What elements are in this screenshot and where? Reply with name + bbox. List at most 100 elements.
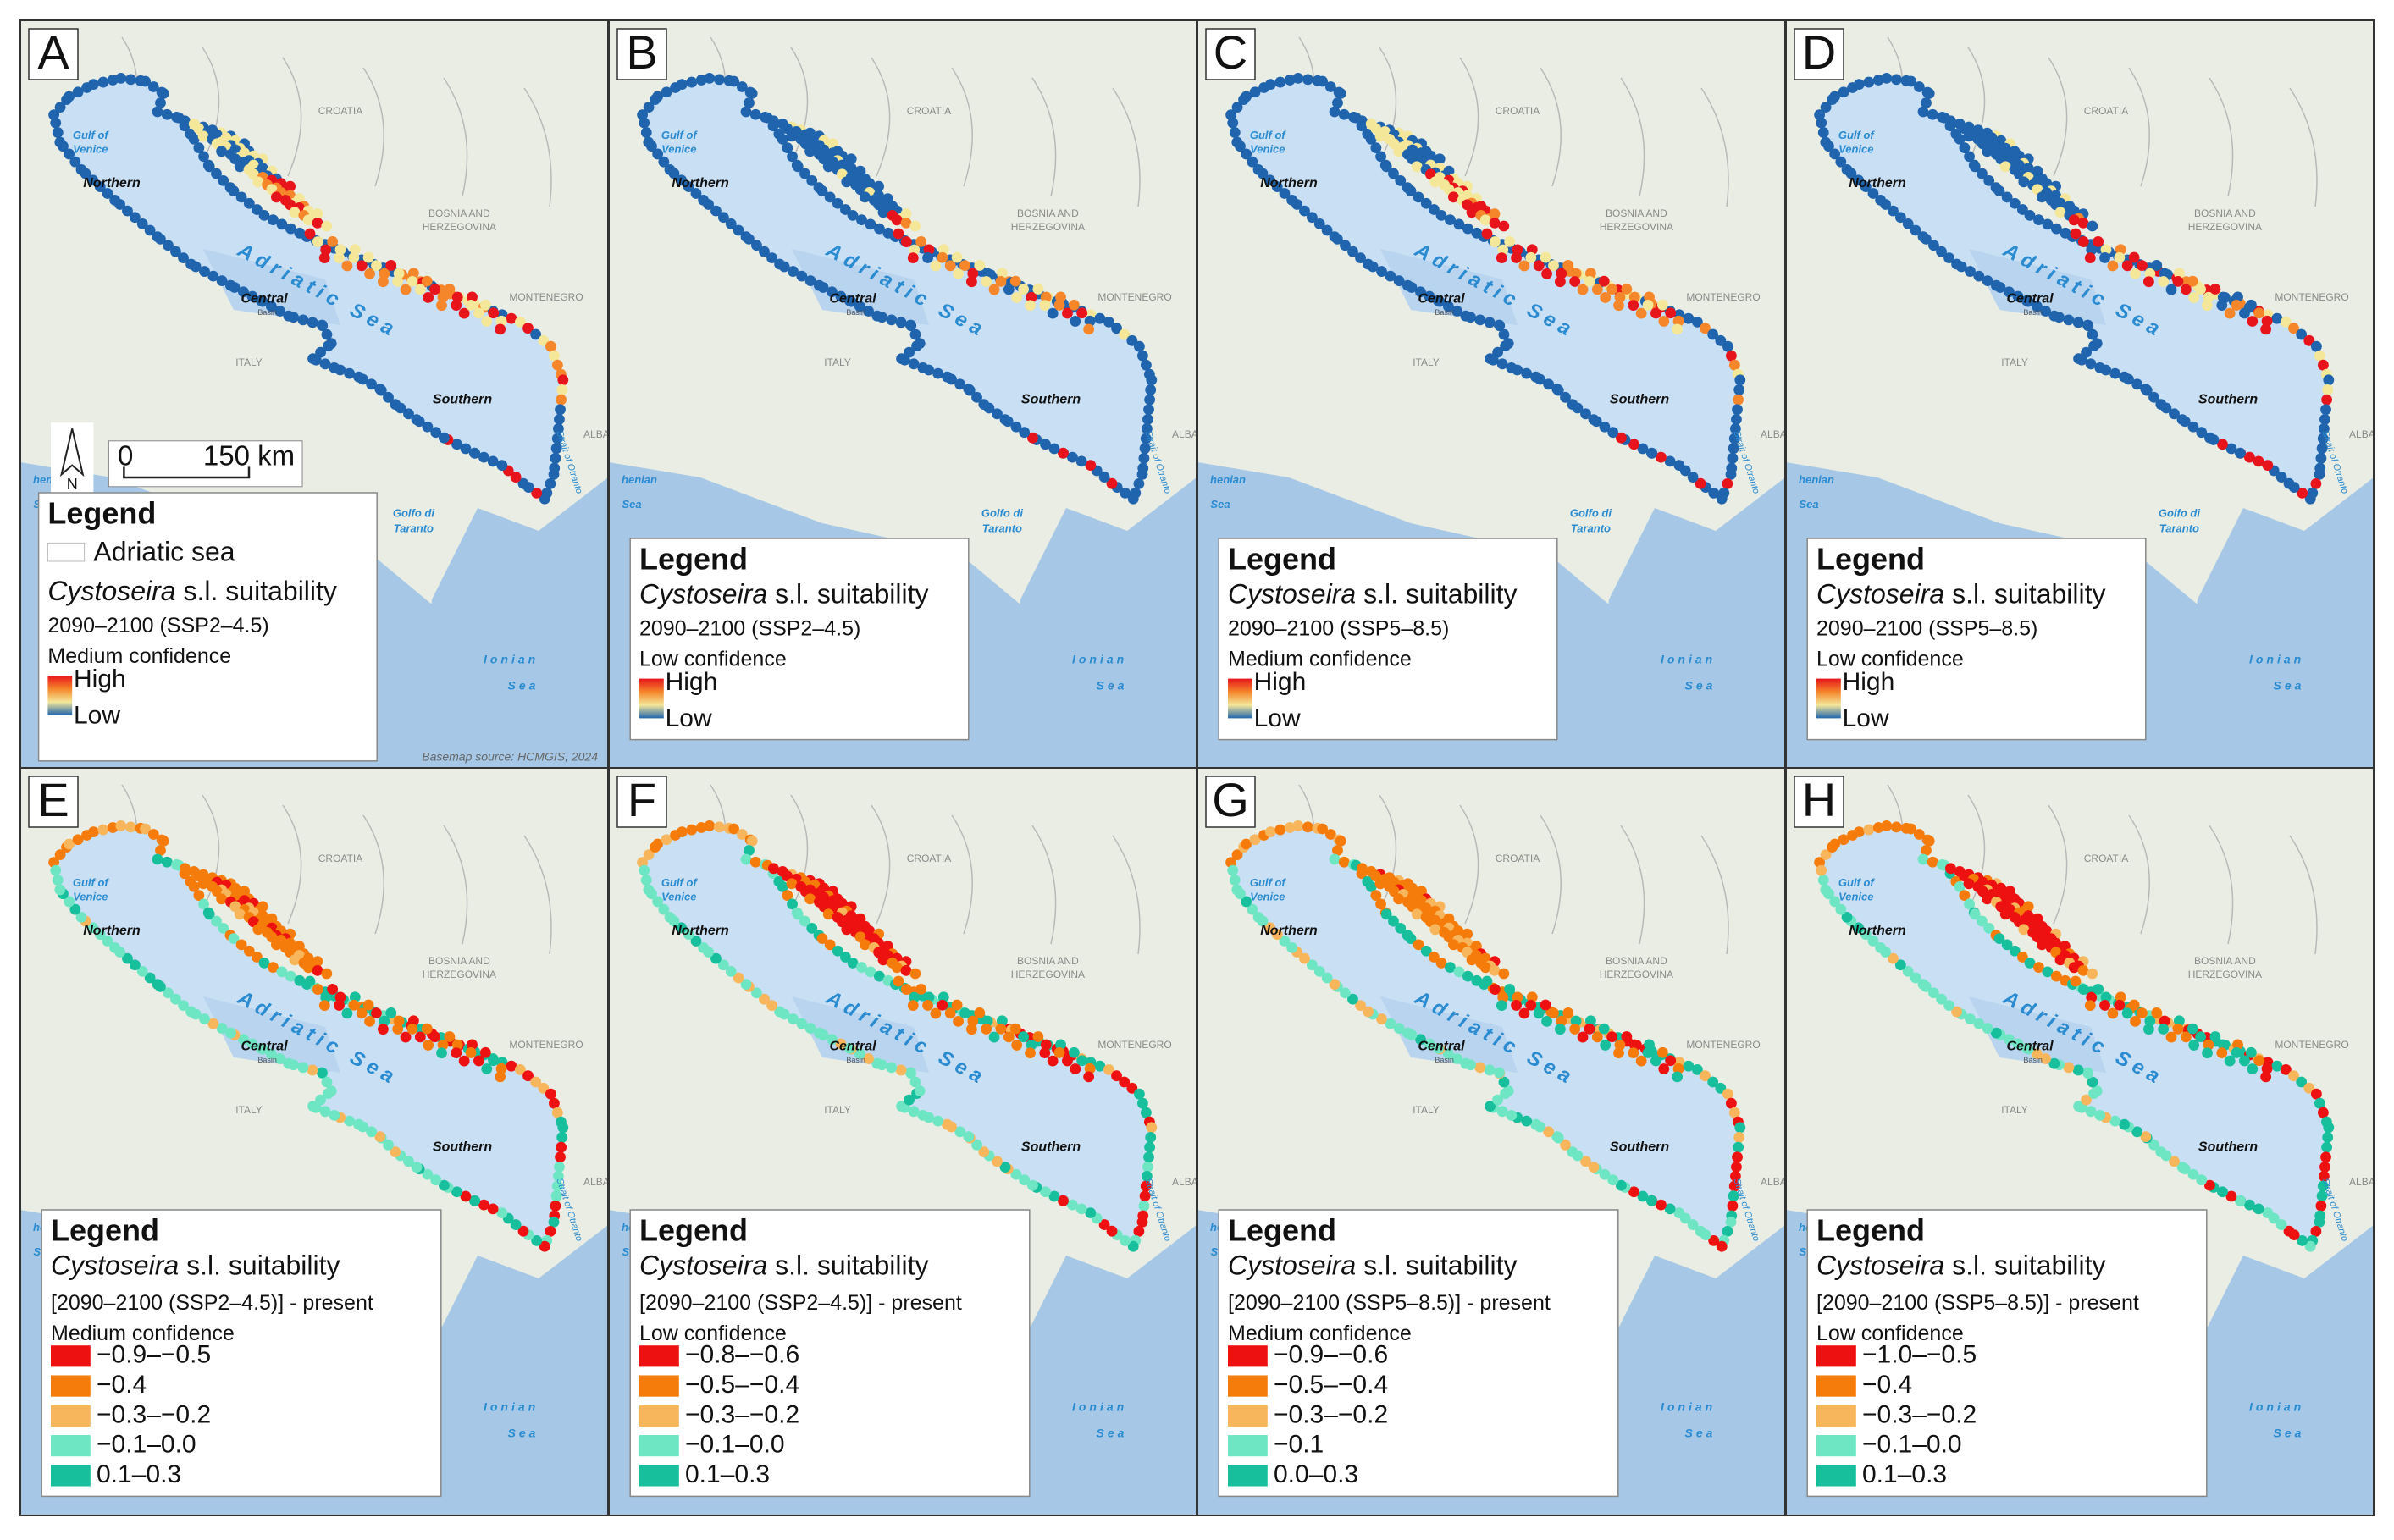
coast-cell	[1616, 432, 1627, 444]
island-cell	[1628, 1047, 1639, 1058]
island-cell	[2172, 1023, 2184, 1035]
island-cell	[437, 291, 449, 303]
coast-cell	[87, 174, 99, 186]
coast-cell	[2031, 1048, 2043, 1060]
coast-cell	[1075, 1203, 1087, 1215]
coast-cell	[64, 91, 75, 102]
mid-basin	[1969, 996, 2106, 1073]
coast-cell	[2262, 1207, 2274, 1218]
coast-cell	[1687, 472, 1699, 483]
coast-cell	[1973, 1018, 1985, 1029]
coast-cell	[1363, 1006, 1374, 1018]
island-cell	[974, 1007, 986, 1018]
island-cell	[804, 146, 816, 157]
coast-cell	[548, 1217, 560, 1228]
coast-cell	[1380, 908, 1392, 920]
island-cell	[312, 218, 323, 229]
legend-box	[1806, 538, 2147, 741]
coast-cell	[506, 312, 517, 324]
coast-cell	[1136, 350, 1148, 362]
coast-cell	[2085, 358, 2097, 370]
coast-cell	[1991, 279, 2002, 291]
island-cell	[2100, 244, 2112, 256]
coast-cell	[538, 334, 550, 346]
coast-cell	[2321, 394, 2333, 406]
coast-cell	[1733, 384, 1745, 395]
coast-cell	[904, 346, 915, 358]
coast-cell	[256, 1042, 267, 1054]
mid-basin	[792, 249, 929, 325]
island-cell	[1009, 275, 1021, 287]
coast-cell	[1656, 451, 1667, 463]
coast-cell	[1265, 826, 1276, 837]
island-cell	[437, 1039, 449, 1051]
island-cell	[1496, 1000, 1507, 1012]
island-cell	[1496, 252, 1507, 264]
island-cell	[2165, 284, 2177, 295]
legend-swatch	[639, 1375, 679, 1397]
island-cell	[1598, 1023, 1610, 1035]
island-cell	[2087, 220, 2098, 232]
coast-cell	[551, 359, 563, 371]
island-cell	[1357, 863, 1368, 875]
legend-species-line: Cystoseira s.l. suitability	[1228, 1250, 1518, 1281]
coast-cell	[1965, 266, 1976, 277]
sea-label: Gulf of	[73, 129, 110, 141]
coast-cell	[102, 188, 113, 199]
coast-cell	[863, 1053, 874, 1064]
basin-label: Basin	[257, 1056, 277, 1064]
coast-cell	[109, 195, 120, 206]
island-cell	[302, 962, 314, 974]
island-cell	[2084, 1000, 2096, 1012]
island-cell	[451, 1039, 463, 1051]
coast-cell	[840, 204, 851, 215]
legend-confidence: Low confidence	[1816, 1322, 1964, 1345]
coast-cell	[1841, 912, 1853, 923]
coast-cell	[87, 922, 99, 934]
coast-cell	[2109, 367, 2121, 379]
panel-letter-box	[1794, 28, 1844, 80]
coast-cell	[1375, 151, 1386, 163]
island-cell	[893, 228, 904, 240]
island-cell	[953, 268, 964, 279]
coast-cell	[1229, 875, 1241, 886]
island-cell	[2054, 954, 2066, 966]
island-cell	[1591, 284, 1603, 295]
country-label: BOSNIA AND	[2194, 207, 2256, 219]
island-cell	[2077, 984, 2089, 995]
coast-cell	[1969, 161, 1981, 173]
region-label: Northern	[83, 176, 141, 190]
coast-cell	[1338, 856, 1350, 868]
coast-cell	[366, 378, 378, 390]
region-label: Southern	[1021, 1140, 1081, 1154]
island-cell	[2216, 300, 2228, 311]
island-cell	[1658, 316, 1670, 327]
coast-cell	[319, 358, 331, 370]
island-cell	[479, 1046, 491, 1058]
panel-letter-box	[1205, 776, 1256, 828]
basin-label: Basin	[2023, 308, 2043, 317]
island-cell	[1548, 260, 1559, 272]
coast-cell	[1492, 1094, 1503, 1106]
coast-cell	[1875, 195, 1886, 206]
island-cell	[2077, 218, 2089, 229]
coast-cell	[2081, 346, 2092, 358]
coast-cell	[403, 1156, 414, 1167]
island-cell	[334, 252, 345, 263]
coast-cell	[725, 965, 737, 977]
island-cell	[1672, 1063, 1684, 1074]
coast-cell	[1271, 181, 1283, 193]
coast-cell	[1106, 1225, 1118, 1237]
coast-cell	[252, 204, 263, 215]
sea-label: Golfo di	[1570, 507, 1612, 520]
coast-cell	[640, 875, 652, 886]
island-cell	[2018, 176, 2030, 188]
coast-cell	[1928, 240, 1939, 251]
coast-cell	[637, 109, 648, 120]
island-cell	[1570, 268, 1582, 279]
coast-cell	[2314, 469, 2325, 480]
country-label: HERZEGOVINA	[1011, 969, 1085, 980]
coast-cell	[814, 279, 825, 291]
map-panel: Gulf ofVeniceNorthernCentralBasinSouther…	[1197, 19, 1787, 769]
island-cell	[1585, 1015, 1596, 1027]
